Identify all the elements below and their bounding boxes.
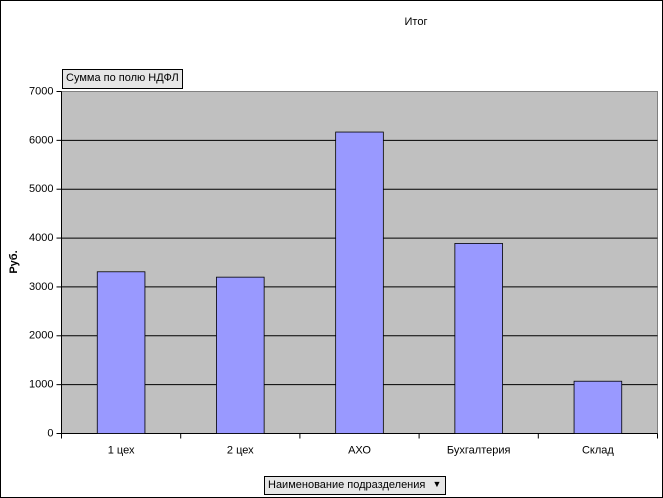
- y-axis-label: Руб.: [8, 250, 20, 273]
- bar: [335, 131, 384, 434]
- y-tick-label: 2000: [29, 330, 53, 342]
- x-tick-label: Бухгалтерия: [447, 444, 511, 456]
- x-tick-label: АХО: [348, 444, 371, 456]
- bar: [96, 271, 146, 434]
- y-tick-label: 7000: [29, 85, 53, 97]
- category-field-button[interactable]: Наименование подразделения ▼: [264, 476, 447, 495]
- y-tick-label: 0: [47, 427, 53, 439]
- category-field-label: Наименование подразделения: [268, 479, 426, 491]
- x-tick-label: Склад: [582, 444, 614, 456]
- y-tick-label: 4000: [29, 232, 53, 244]
- y-tick-label: 5000: [29, 183, 53, 195]
- dropdown-arrow: ▼: [432, 479, 442, 489]
- bar: [454, 243, 503, 434]
- data-field-button[interactable]: Сумма по полю НДФЛ: [62, 69, 183, 89]
- bar: [216, 276, 265, 434]
- y-tick-label: 6000: [29, 134, 53, 146]
- bar: [573, 380, 623, 434]
- x-tick-label: 1 цех: [108, 444, 135, 456]
- x-tick-label: 2 цех: [227, 444, 254, 456]
- y-tick-label: 1000: [29, 379, 53, 391]
- y-tick-label: 3000: [29, 281, 53, 293]
- chart-title: Итог: [405, 16, 428, 28]
